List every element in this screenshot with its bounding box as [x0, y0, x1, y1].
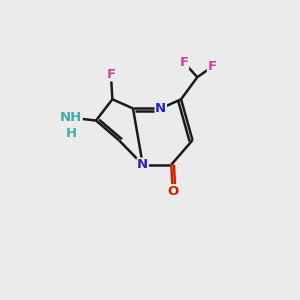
Text: H: H [65, 127, 76, 140]
Text: F: F [106, 68, 116, 81]
Text: F: F [179, 56, 189, 69]
Text: O: O [167, 185, 178, 198]
Text: F: F [207, 60, 217, 74]
Text: N: N [155, 102, 166, 115]
Text: NH: NH [60, 111, 82, 124]
Text: N: N [137, 158, 148, 171]
